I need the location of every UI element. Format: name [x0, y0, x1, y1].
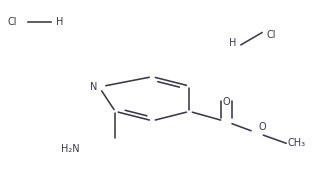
Text: Cl: Cl	[267, 30, 276, 40]
Text: N: N	[90, 82, 98, 92]
Text: O: O	[223, 97, 230, 107]
Text: H₂N: H₂N	[61, 144, 80, 154]
Text: Cl: Cl	[7, 17, 17, 27]
Text: CH₃: CH₃	[288, 138, 306, 148]
Text: O: O	[259, 122, 266, 132]
Text: H: H	[229, 38, 236, 48]
Text: H: H	[55, 17, 63, 27]
